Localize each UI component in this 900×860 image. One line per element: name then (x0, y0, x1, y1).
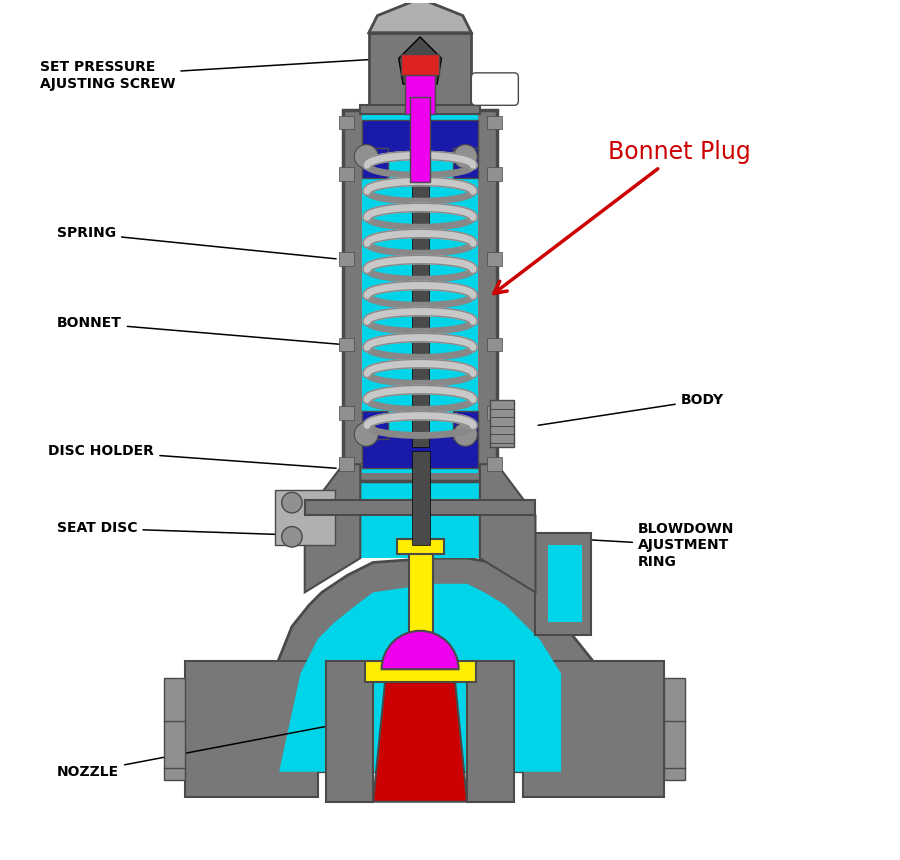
Bar (548, 545, 582, 623)
Bar (410, 97, 430, 182)
Circle shape (454, 144, 477, 169)
Text: SEAT DISC: SEAT DISC (57, 521, 345, 537)
Bar (274, 490, 335, 545)
Bar (491, 400, 514, 447)
Circle shape (355, 144, 378, 169)
Bar (305, 500, 536, 515)
Bar (487, 406, 502, 420)
Text: SPRING: SPRING (57, 226, 337, 259)
Bar (362, 114, 478, 473)
Bar (360, 105, 480, 114)
Bar (339, 458, 355, 471)
Text: BONNET: BONNET (57, 316, 340, 344)
Polygon shape (369, 0, 472, 33)
Bar (663, 678, 685, 780)
Bar (487, 252, 502, 266)
Text: Bonnet Plug: Bonnet Plug (494, 140, 751, 293)
Polygon shape (240, 558, 599, 771)
Bar (362, 436, 478, 469)
Bar (362, 120, 478, 152)
Bar (339, 115, 355, 129)
Bar (411, 452, 430, 545)
Text: NOZZLE: NOZZLE (57, 725, 332, 779)
Bar (523, 660, 663, 797)
Bar (453, 148, 478, 178)
Bar (487, 167, 502, 181)
Bar (362, 411, 388, 439)
Bar (467, 660, 514, 802)
Circle shape (282, 526, 302, 547)
Polygon shape (305, 464, 360, 593)
Bar (369, 33, 472, 109)
Bar (185, 660, 318, 797)
Bar (339, 338, 355, 352)
FancyBboxPatch shape (472, 73, 518, 105)
Bar (487, 458, 502, 471)
Circle shape (355, 422, 378, 446)
Polygon shape (399, 37, 442, 84)
Bar (401, 54, 439, 76)
Bar (487, 338, 502, 352)
Bar (339, 252, 355, 266)
Bar (164, 678, 185, 780)
Text: DISC HOLDER: DISC HOLDER (49, 445, 337, 468)
Polygon shape (360, 464, 480, 558)
Bar (409, 545, 433, 665)
Bar (411, 144, 428, 447)
Polygon shape (279, 584, 561, 771)
Bar (362, 148, 388, 178)
Bar (339, 167, 355, 181)
Bar (343, 109, 497, 482)
Bar (536, 532, 591, 635)
Polygon shape (480, 464, 536, 593)
Text: SET PRESSURE
AJUSTING SCREW: SET PRESSURE AJUSTING SCREW (40, 58, 387, 90)
Bar (405, 67, 436, 114)
Bar (397, 538, 444, 554)
Wedge shape (382, 630, 458, 669)
Text: BODY: BODY (538, 393, 724, 426)
Text: BLOWDOWN
AJUSTMENT
RING: BLOWDOWN AJUSTMENT RING (538, 522, 734, 568)
Bar (326, 660, 374, 802)
Bar (487, 115, 502, 129)
Bar (364, 660, 475, 682)
Circle shape (282, 493, 302, 513)
Bar (339, 406, 355, 420)
Polygon shape (374, 673, 467, 802)
Bar (453, 411, 478, 439)
Circle shape (454, 422, 477, 446)
